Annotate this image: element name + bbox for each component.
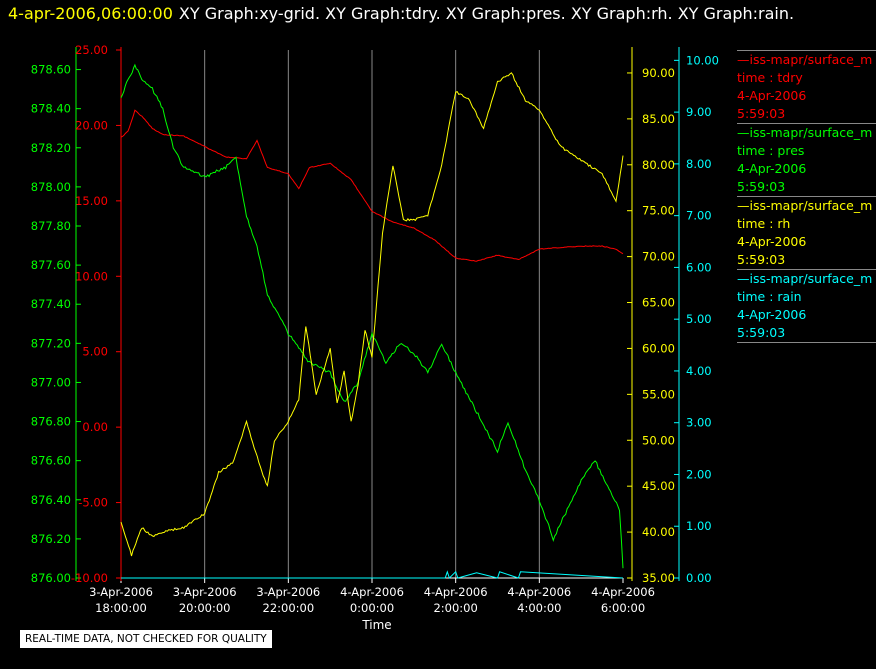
rain-tick-label: 2.00 [686, 467, 712, 481]
tdry-tick-label: -10.00 [71, 571, 108, 585]
x-tick-label-time: 20:00:00 [179, 601, 231, 615]
legend-date: 4-Apr-2006 [737, 88, 807, 103]
pres-tick-label: 876.40 [31, 493, 71, 507]
rain-tick-label: 9.00 [686, 105, 712, 119]
rain-axis: 0.00 1.00 2.00 3.00 4.00 5.00 6.00 7.00 8.00 9.00… [674, 47, 719, 585]
legend-time: 5:59:03 [737, 252, 786, 267]
tdry-tick-label: 20.00 [75, 118, 108, 132]
pres-tick-label: 876.80 [31, 415, 71, 429]
tdry-tick-label: 5.00 [82, 345, 108, 359]
legend-date: 4-Apr-2006 [737, 234, 807, 249]
legend-var: time : rain [737, 289, 802, 304]
tdry-tick-label: 0.00 [82, 420, 108, 434]
pres-tick-label: 877.40 [31, 297, 71, 311]
pres-axis: 876.00 876.20 876.40 876.60 876.80 877.00 877.… [31, 47, 81, 585]
rh-tick-label: 50.00 [642, 433, 675, 447]
rain-tick-label: 7.00 [686, 209, 712, 223]
pres-tick-label: 877.60 [31, 258, 71, 272]
x-tick-label-time: 22:00:00 [263, 601, 315, 615]
rain-tick-label: 6.00 [686, 260, 712, 274]
x-tick-label-date: 4-Apr-2006 [424, 585, 488, 599]
rain-tick-label: 5.00 [686, 312, 712, 326]
x-tick-labels: 3-Apr-2006 18:00:00 3-Apr-2006 20:00:00 3-Ap… [89, 578, 655, 615]
rh-tick-label: 90.00 [642, 66, 675, 80]
legend-end-rule [737, 342, 876, 343]
legend-time: 5:59:03 [737, 325, 786, 340]
legend-source: —iss-mapr/surface_m [737, 198, 873, 213]
x-tick-label-time: 18:00:00 [95, 601, 147, 615]
pres-tick-label: 878.40 [31, 102, 71, 116]
pres-tick-label: 876.20 [31, 532, 71, 546]
x-axis-label: Time [361, 618, 391, 632]
legend-source: —iss-mapr/surface_m [737, 125, 873, 140]
rain-tick-label: 10.00 [686, 53, 719, 67]
tdry-tick-label: -5.00 [78, 496, 108, 510]
tdry-axis: -10.00 -5.00 0.00 5.00 10.00 15.00 20.00 25.00 [71, 43, 122, 585]
title-datetime: 4-apr-2006,06:00:00 [8, 4, 173, 23]
rain-tick-label: 4.00 [686, 364, 712, 378]
tdry-tick-label: 10.00 [75, 269, 108, 283]
pres-tick-label: 878.20 [31, 141, 71, 155]
legend-date: 4-Apr-2006 [737, 307, 807, 322]
title-graph-list: XY Graph:xy-grid. XY Graph:tdry. XY Grap… [178, 4, 795, 23]
x-tick-label-time: 4:00:00 [517, 601, 561, 615]
series-line-rh [120, 72, 624, 557]
rain-tick-label: 3.00 [686, 416, 712, 430]
series-line-rain [121, 570, 624, 579]
rain-tick-label: 1.00 [686, 519, 712, 533]
graph-title: 4-apr-2006,06:00:00 XY Graph:xy-grid. XY … [8, 4, 794, 23]
x-tick-label-date: 4-Apr-2006 [340, 585, 404, 599]
pres-tick-label: 877.00 [31, 375, 71, 389]
tdry-tick-label: 15.00 [75, 194, 108, 208]
x-grid [204, 50, 540, 578]
rain-tick-label: 8.00 [686, 157, 712, 171]
pres-tick-label: 878.60 [31, 63, 71, 77]
rh-tick-label: 35.00 [642, 571, 675, 585]
legend-time: 5:59:03 [737, 179, 786, 194]
legend-date: 4-Apr-2006 [737, 161, 807, 176]
series-line-tdry [120, 109, 624, 262]
x-tick-label-date: 3-Apr-2006 [89, 585, 153, 599]
quality-disclaimer: REAL-TIME DATA, NOT CHECKED FOR QUALITY [20, 630, 272, 648]
x-tick-label-date: 3-Apr-2006 [173, 585, 237, 599]
legend: —iss-mapr/surface_m time : tdry 4-Apr-2006… [737, 50, 876, 343]
x-tick-label-time: 6:00:00 [601, 601, 645, 615]
pres-tick-label: 876.00 [31, 571, 71, 585]
rh-tick-label: 40.00 [642, 525, 675, 539]
rh-tick-label: 55.00 [642, 387, 675, 401]
rh-axis: 35.00 40.00 45.00 50.00 55.00 60.00 65.00 70.00… [627, 47, 675, 585]
x-tick-label-date: 4-Apr-2006 [507, 585, 571, 599]
tdry-tick-label: 25.00 [75, 43, 108, 57]
rh-tick-label: 85.00 [642, 112, 675, 126]
x-tick-label-date: 4-Apr-2006 [591, 585, 655, 599]
pres-tick-label: 877.80 [31, 219, 71, 233]
rh-tick-label: 60.00 [642, 341, 675, 355]
x-tick-label-date: 3-Apr-2006 [256, 585, 320, 599]
x-tick-label-time: 2:00:00 [433, 601, 477, 615]
legend-var: time : tdry [737, 70, 803, 85]
legend-source: —iss-mapr/surface_m [737, 271, 873, 286]
pres-tick-label: 876.60 [31, 454, 71, 468]
rh-tick-label: 45.00 [642, 479, 675, 493]
legend-source: —iss-mapr/surface_m [737, 52, 873, 67]
pres-tick-label: 878.00 [31, 180, 71, 194]
rh-tick-label: 80.00 [642, 158, 675, 172]
legend-var: time : rh [737, 216, 791, 231]
rh-tick-label: 70.00 [642, 250, 675, 264]
rain-tick-label: 0.00 [686, 571, 712, 585]
pres-tick-label: 877.20 [31, 336, 71, 350]
x-tick-label-time: 0:00:00 [350, 601, 394, 615]
rh-tick-label: 75.00 [642, 204, 675, 218]
legend-time: 5:59:03 [737, 106, 786, 121]
legend-var: time : pres [737, 143, 805, 158]
rh-tick-label: 65.00 [642, 296, 675, 310]
